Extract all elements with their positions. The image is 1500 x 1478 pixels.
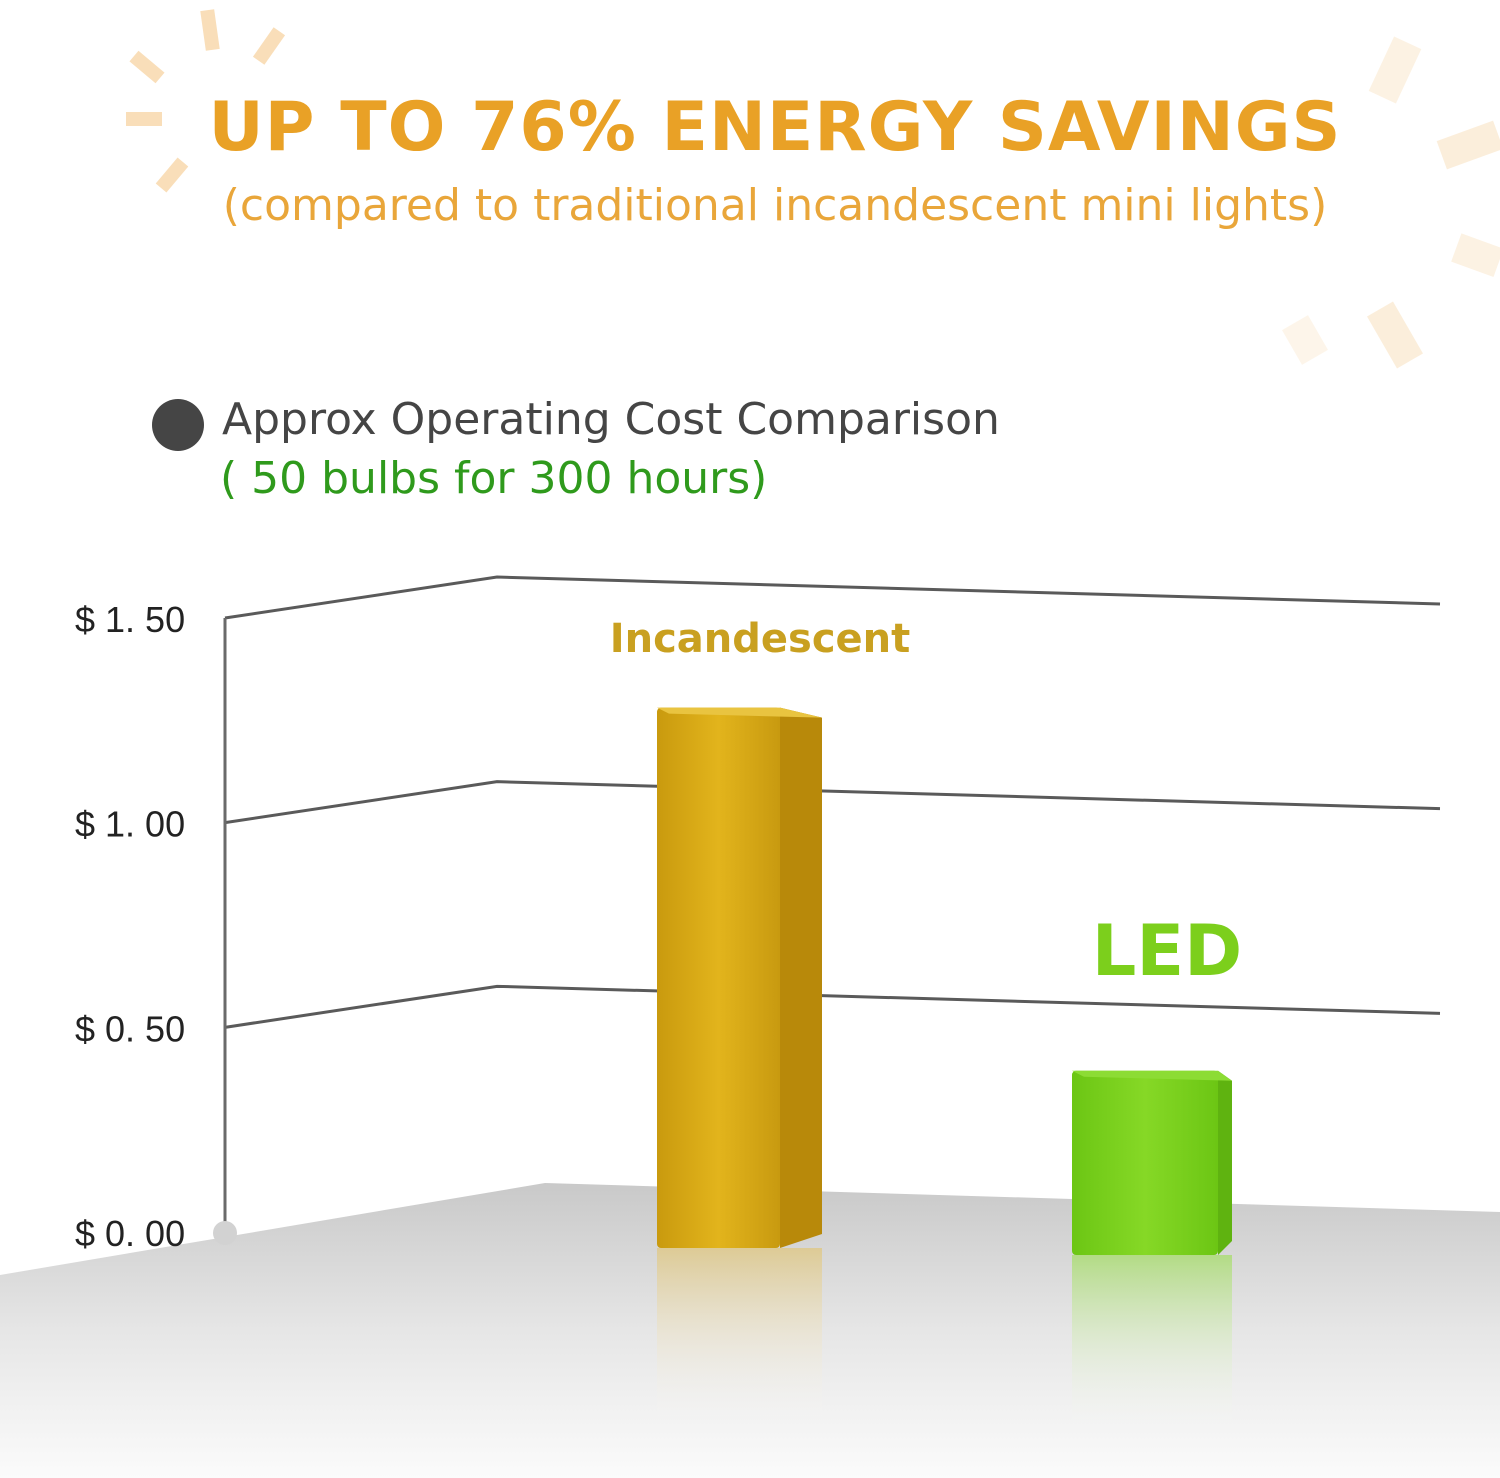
bar-top bbox=[657, 707, 822, 718]
y-tick-labels: $ 0. 00 $ 0. 50 $ 1. 00 $ 1. 50 bbox=[75, 599, 185, 1254]
headline: UP TO 76% ENERGY SAVINGS bbox=[208, 88, 1342, 167]
gridlines bbox=[224, 575, 1441, 1029]
gridline bbox=[224, 575, 1441, 620]
y-tick-label: $ 1. 00 bbox=[75, 804, 185, 845]
gridline bbox=[224, 984, 1441, 1029]
legend-sublabel: ( 50 bulbs for 300 hours) bbox=[220, 453, 768, 504]
y-tick-label: $ 1. 50 bbox=[75, 599, 185, 640]
bar-label: Incandescent bbox=[610, 616, 911, 662]
bar-side bbox=[1218, 1070, 1232, 1255]
bar-front bbox=[657, 707, 780, 1248]
bars: Incandescent LED bbox=[610, 616, 1242, 1435]
bar-side bbox=[780, 707, 822, 1248]
headline-subtitle: (compared to traditional incandescent mi… bbox=[222, 180, 1328, 231]
legend-dot-icon bbox=[152, 399, 204, 451]
y-tick-label: $ 0. 50 bbox=[75, 1008, 185, 1049]
bar-front bbox=[1072, 1070, 1218, 1255]
bar-top bbox=[1072, 1070, 1232, 1081]
bar-led: LED bbox=[1072, 910, 1242, 1435]
y-tick-label: $ 0. 00 bbox=[75, 1213, 185, 1254]
bar-incandescent: Incandescent bbox=[610, 616, 911, 1428]
legend-label: Approx Operating Cost Comparison bbox=[222, 394, 1000, 445]
bar-reflection bbox=[1072, 1255, 1232, 1435]
bar-reflection bbox=[657, 1248, 822, 1428]
bar-label: LED bbox=[1092, 910, 1243, 992]
gridline bbox=[224, 780, 1441, 825]
sun-rays-decoration bbox=[126, 9, 1500, 369]
axis-origin-dot bbox=[213, 1221, 237, 1245]
